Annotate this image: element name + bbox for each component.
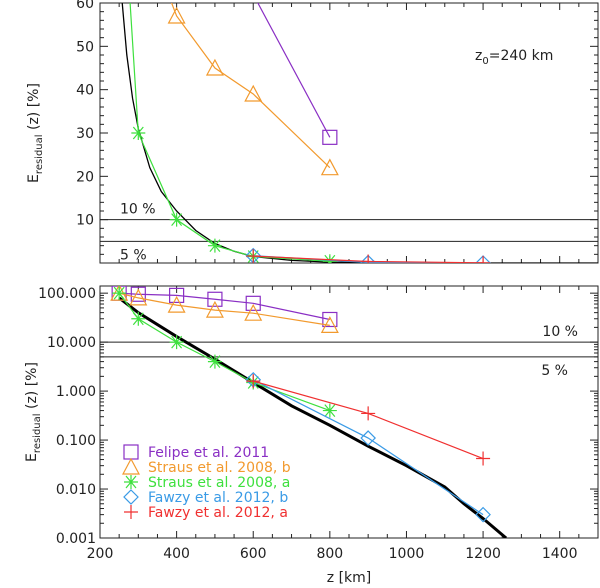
legend-marker-square [123,444,139,460]
data-point-square [207,291,223,307]
data-point-square [322,129,338,145]
legend-marker-plus [124,505,138,519]
annotation-main: z [475,48,482,64]
data-point-diamond [475,255,491,263]
threshold-label: 10 % [120,202,156,218]
legend-label: Felipe et al. 2011 [148,445,269,461]
data-point-asterisk [207,238,222,253]
y-tick-label: 10.000 [47,335,96,351]
y-label-main: E [26,174,42,183]
data-point-diamond [475,506,491,523]
series-line [252,379,484,516]
data-point-asterisk [322,403,337,418]
y-tick-label: 30 [76,126,94,142]
series-line [129,3,330,262]
threshold-label: 10 % [542,324,578,340]
plot-frame [99,2,599,264]
data-point-asterisk [131,311,146,326]
plot-area [121,0,598,263]
x-axis-label: z [km] [327,570,371,586]
x-tick-label: 1400 [542,546,578,562]
data-point-square [130,286,146,302]
legend-marker-asterisk [124,475,138,489]
data-point-asterisk [169,335,184,350]
y-tick-label: 0.100 [56,433,96,449]
y-tick-label: 60 [76,0,94,12]
y-label-sub: residual [34,134,45,174]
x-tick-label: 1200 [465,546,501,562]
threshold-label: 5 % [120,247,147,263]
series-line [119,292,330,321]
data-point-asterisk [131,126,146,140]
data-point-asterisk [112,286,127,301]
legend-label: Straus et al. 2008, a [148,475,290,491]
data-point-triangle [129,288,148,306]
data-point-diamond [360,254,377,263]
y-tick-label: 50 [76,39,94,55]
y-tick-label: 0.001 [56,531,96,547]
data-point-square [322,311,338,328]
data-point-diamond [360,430,377,446]
legend-marker-triangle [122,457,140,475]
y-axis-label: Eresidual (z) [%] [26,83,45,183]
annotation-sub: 0 [482,56,488,67]
data-point-triangle [244,303,263,321]
data-point-asterisk [207,354,222,369]
x-tick-label: 200 [87,546,114,562]
data-point-triangle [244,84,263,102]
annotation-z0: z0=240 km [475,48,553,67]
x-tick-label: 1000 [389,546,425,562]
y-tick-label: 0.010 [56,482,96,498]
data-point-plus [476,451,491,466]
data-point-triangle [320,316,339,333]
x-tick-label: 400 [163,546,190,562]
y-label-rest: (z) [%] [26,83,42,134]
data-point-triangle [205,300,224,318]
y-tick-label: 40 [76,83,94,99]
y-axis-label: Eresidual (z) [%] [24,362,43,462]
model-curve [121,3,598,263]
data-point-triangle [320,158,339,176]
legend-label: Straus et al. 2008, b [148,460,291,476]
data-point-plus [246,249,261,263]
panel-top: 10 20 30 40 50 60 Eresidual (z) [%] 10 % 5 % z0=2… [26,0,599,264]
y-label-rest: (z) [%] [24,362,40,413]
panel-bottom: 200 400 600 800 1000 1200 1400 z [km] 100.000 10.… [24,285,599,586]
y-tick-label: 100.000 [38,286,96,302]
legend-marker-diamond [123,489,139,505]
data-point-square [246,0,260,1]
data-point-asterisk [169,212,184,227]
x-tick-label: 800 [316,546,343,562]
plot-area [110,286,508,538]
data-point-plus [246,374,261,389]
annotation-rest: =240 km [489,48,554,64]
y-label-sub: residual [32,413,43,453]
data-point-plus [361,406,376,421]
y-tick-label: 1.000 [56,384,96,400]
legend-label: Fawzy et al. 2012, a [148,505,288,521]
series-line [257,3,331,138]
series-line [170,3,331,169]
data-point-triangle [167,6,186,24]
data-point-square [169,287,185,303]
x-tick-label: 600 [240,546,267,562]
threshold-label: 5 % [541,363,568,379]
data-point-triangle [205,58,224,76]
y-label-main: E [24,453,40,462]
legend-label: Fawzy et al. 2012, b [148,490,288,506]
data-point-plus [361,254,376,263]
y-tick-label: 10 [76,213,94,229]
data-point-asterisk [322,254,337,263]
data-point-triangle [167,295,186,313]
data-point-square [245,295,261,311]
data-point-plus [476,255,491,263]
y-tick-label: 20 [76,169,94,185]
